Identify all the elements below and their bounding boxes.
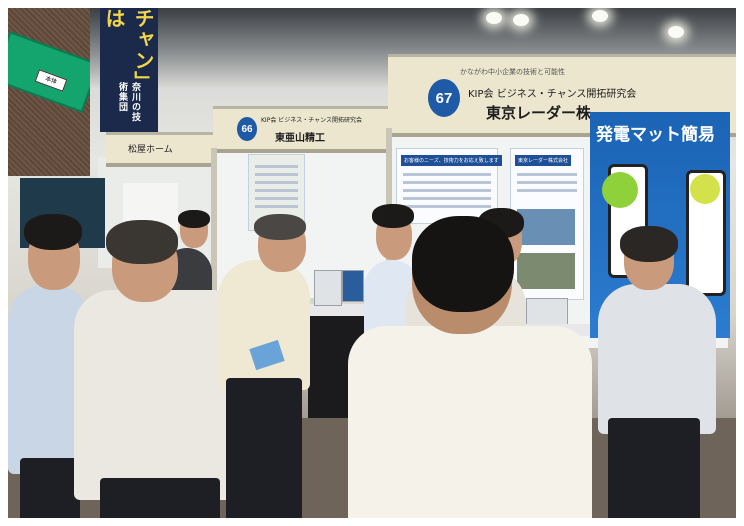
ceiling-light <box>513 14 529 26</box>
green-bubble <box>602 172 638 208</box>
display-device <box>342 270 364 302</box>
booth-66-org: KIP会 ビジネス・チャンス開拓研究会 <box>261 117 363 124</box>
booth-67-company: 東京レーダー株 <box>486 104 592 122</box>
vertical-banner: チャン」は 奈川の技術集団 <box>100 8 158 132</box>
fascia-left: 松屋ホーム <box>106 132 216 167</box>
booth-66-company: 東亜山精工 <box>275 133 325 144</box>
booth-number-67: 67 <box>428 79 460 117</box>
booth-left-company: 松屋ホーム <box>128 145 173 155</box>
poster-right-header: 東京レーダー株式会社 <box>515 155 572 166</box>
ceiling-light <box>668 26 684 38</box>
poster-center-header: お客様のニーズ、技術力をお応え致します <box>401 155 502 166</box>
display-device <box>314 270 342 306</box>
inset-photo-mat: 本体 <box>8 8 90 176</box>
poster-photo <box>517 253 575 289</box>
green-bubble <box>690 174 720 204</box>
fascia-booth-66: 66 KIP会 ビジネス・チャンス開拓研究会 東亜山精工 <box>213 106 388 153</box>
product-board-title: 発電マット簡易 <box>596 125 715 145</box>
banner-text: チャン」は <box>102 8 155 82</box>
banner-sub-text: 奈川の技術集団 <box>117 82 140 123</box>
ceiling-light <box>592 10 608 22</box>
exhibition-photo: 松屋ホーム 66 KIP会 ビジネス・チャンス開拓研究会 東亜山精工 67 かな… <box>8 8 736 518</box>
booth-67-org: KIP会 ビジネス・チャンス開拓研究会 <box>468 89 637 100</box>
poster-photo <box>517 209 575 245</box>
ceiling-light <box>486 12 502 24</box>
fascia-booth-67: 67 かながわ中小企業の技術と可能性 KIP会 ビジネス・チャンス開拓研究会 東… <box>388 54 736 137</box>
booth-67-note: かながわ中小企業の技術と可能性 <box>460 68 565 76</box>
booth-number-66: 66 <box>237 117 257 141</box>
